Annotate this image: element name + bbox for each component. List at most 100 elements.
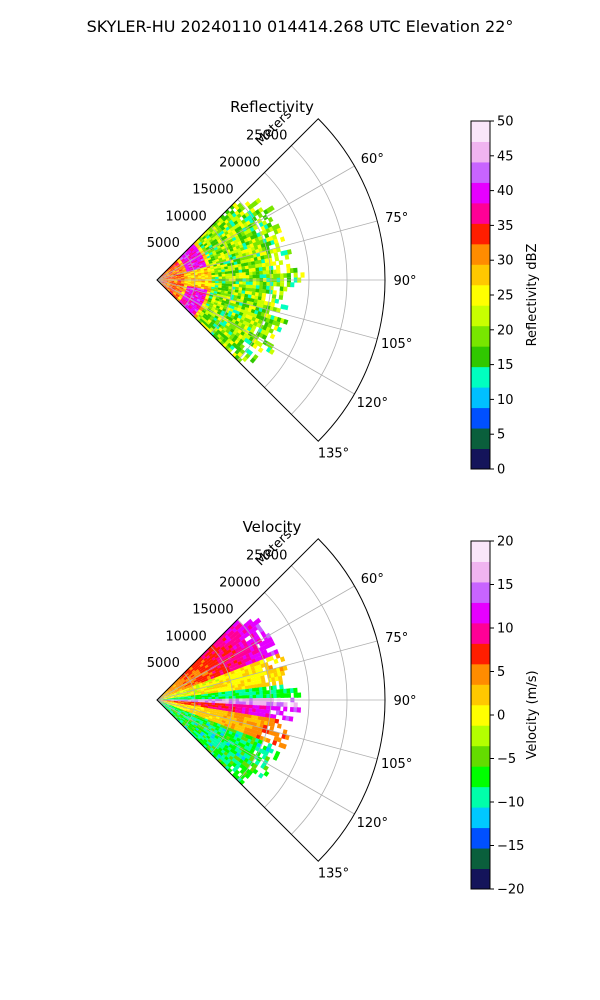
- radar-gate: [197, 271, 202, 274]
- radar-gate: [244, 762, 250, 769]
- colorbar-label: Velocity (m/s): [525, 670, 540, 759]
- radar-gate: [200, 690, 205, 694]
- radar-gate: [179, 256, 184, 260]
- radar-gate: [191, 675, 196, 679]
- radar-gate: [271, 681, 277, 686]
- radar-gate: [162, 704, 166, 708]
- radar-gate: [293, 707, 298, 713]
- radar-gate: [255, 271, 261, 275]
- radar-gate: [220, 264, 225, 268]
- radar-gate: [187, 701, 192, 704]
- velocity-title: Velocity: [243, 518, 302, 536]
- radar-gate: [221, 691, 226, 695]
- radar-gate: [193, 724, 198, 728]
- radar-gate: [175, 261, 179, 265]
- radar-gate: [170, 686, 174, 690]
- radar-gate: [237, 715, 242, 720]
- radar-gate: [208, 282, 213, 285]
- radar-gate: [218, 694, 223, 697]
- radar-gate: [252, 288, 257, 293]
- radar-gate: [173, 291, 178, 295]
- radar-gate: [276, 723, 282, 729]
- radar-gate: [197, 702, 202, 704]
- radar-gate: [237, 260, 242, 265]
- radar-gate: [176, 713, 180, 717]
- radar-gate: [190, 274, 195, 276]
- radar-gate: [187, 284, 192, 287]
- radar-gate: [172, 706, 177, 709]
- radar-gate: [170, 698, 175, 700]
- radar-gate: [177, 283, 182, 285]
- radar-gate: [207, 689, 212, 692]
- radar-gate: [168, 269, 172, 273]
- radar-gate: [169, 704, 174, 706]
- radar-gate: [194, 276, 199, 279]
- radar-gate: [184, 278, 189, 280]
- radar-gate: [202, 294, 207, 297]
- radar-gate: [227, 265, 232, 269]
- radar-gate: [249, 695, 254, 699]
- radar-gate: [227, 685, 232, 689]
- radar-gate: [170, 276, 175, 278]
- radar-gate: [228, 286, 233, 290]
- radar-gate: [221, 707, 226, 711]
- radar-gate: [255, 263, 260, 268]
- radar-gate: [169, 284, 174, 286]
- radar-gate: [190, 271, 195, 274]
- radar-gate: [163, 281, 168, 283]
- radar-gate: [266, 690, 271, 695]
- radar-gate: [182, 260, 187, 264]
- radar-gate: [204, 298, 209, 302]
- radar-gate: [258, 263, 263, 268]
- radar-gate: [198, 700, 203, 703]
- radar-gate: [170, 687, 175, 691]
- radar-gate: [167, 688, 172, 692]
- radar-gate: [174, 698, 179, 700]
- radar-gate: [204, 273, 209, 276]
- radar-gate: [173, 276, 178, 278]
- radar-gate: [175, 715, 179, 719]
- radar-gate: [173, 265, 178, 269]
- radar-gate: [220, 290, 226, 294]
- radar-gate: [264, 755, 271, 762]
- radar-gate: [173, 703, 178, 705]
- radar-gate: [261, 679, 266, 684]
- radar-gate: [233, 261, 239, 266]
- radar-gate: [199, 685, 204, 689]
- azimuth-gridline: [156, 279, 378, 340]
- radar-gate: [185, 290, 190, 293]
- radar-gate: [187, 272, 192, 275]
- radar-gate: [210, 300, 215, 305]
- radar-gate: [225, 276, 230, 279]
- radar-gate: [179, 720, 184, 724]
- radar-gate: [203, 289, 208, 292]
- radar-gate: [184, 713, 189, 716]
- colorbar-swatch: [471, 561, 490, 583]
- radar-gate: [207, 704, 213, 707]
- radar-gate: [181, 303, 185, 307]
- radar-gate: [176, 272, 181, 274]
- radar-gate: [217, 267, 222, 271]
- radar-gate: [170, 290, 174, 294]
- radar-gate: [168, 287, 173, 290]
- radar-gate: [180, 281, 185, 283]
- radar-gate: [250, 622, 256, 628]
- radar-gate: [165, 271, 169, 275]
- radar-gate: [172, 706, 177, 709]
- radar-gate: [201, 715, 207, 719]
- radar-gate: [261, 220, 268, 226]
- radar-gate: [179, 682, 184, 686]
- radar-gate: [167, 277, 172, 279]
- radar-gate: [289, 268, 295, 274]
- radar-gate: [213, 266, 218, 269]
- radar-gate: [211, 270, 216, 274]
- radar-gate: [188, 265, 193, 268]
- radar-gate: [175, 708, 180, 712]
- colorbar-tick-label: 10: [497, 393, 514, 408]
- radar-gate: [166, 274, 171, 277]
- radar-gate: [162, 284, 166, 287]
- radar-gate: [172, 292, 177, 297]
- radar-gate: [197, 282, 202, 284]
- radar-gate: [186, 268, 191, 271]
- radar-gate: [170, 697, 175, 699]
